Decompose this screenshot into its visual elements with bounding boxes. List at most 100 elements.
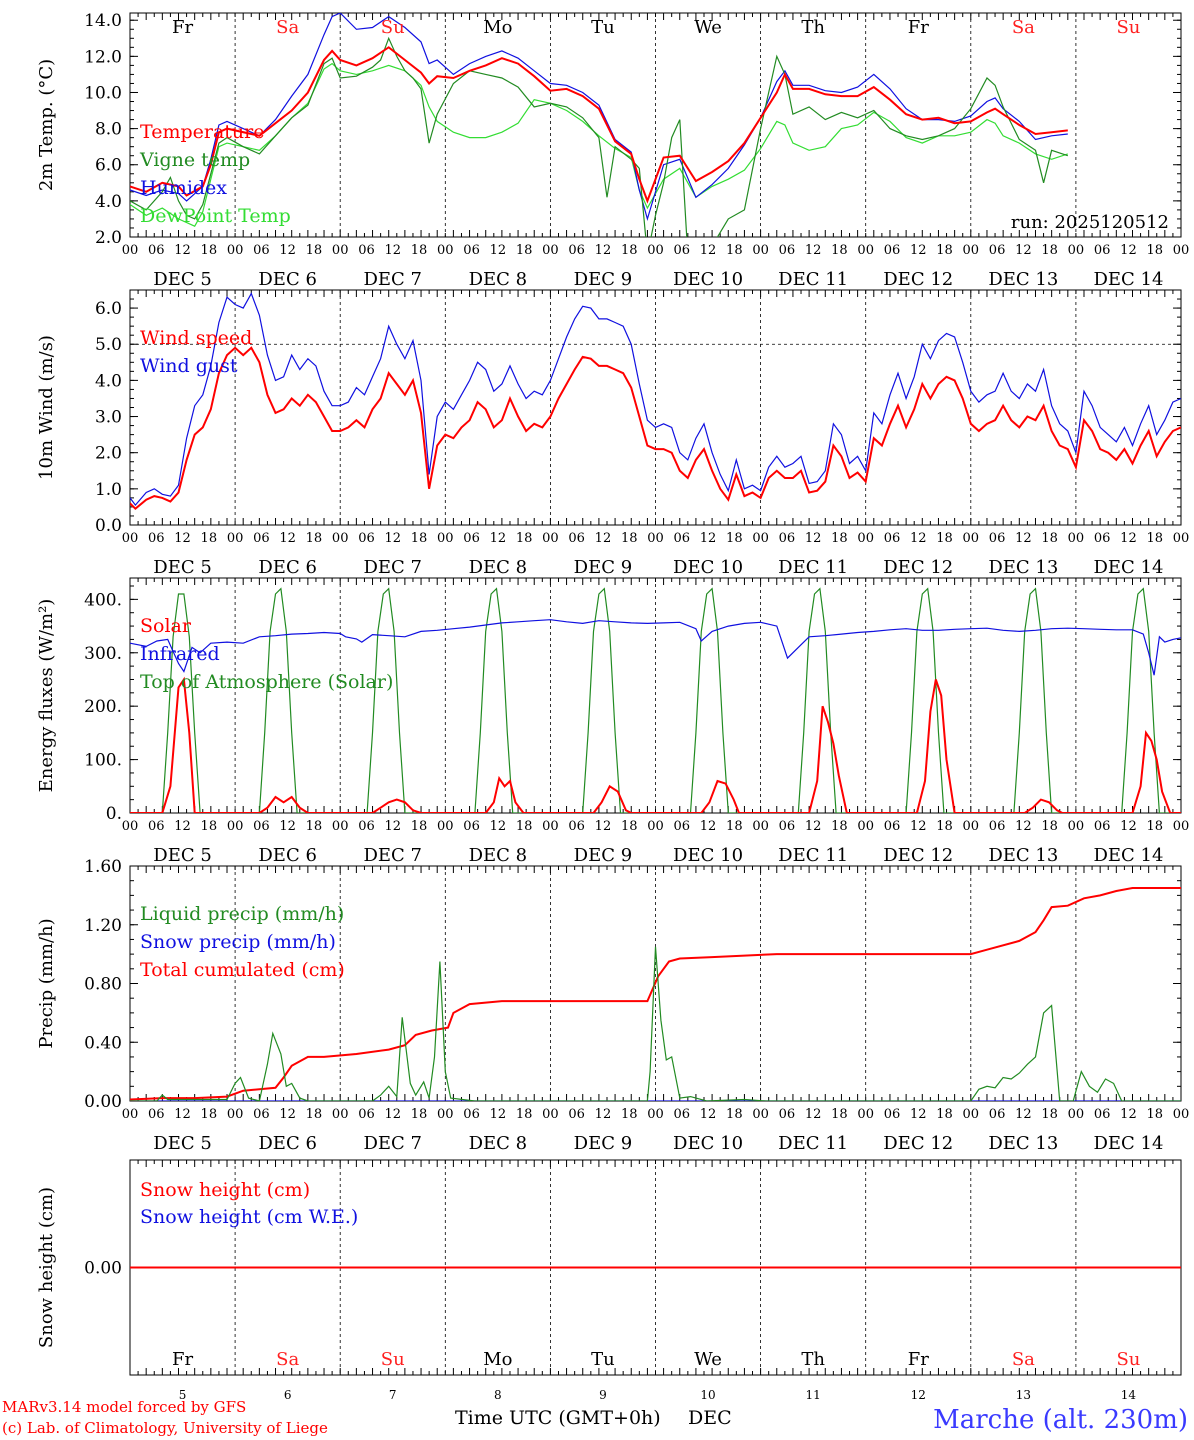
y-tick-label: 400. [84,590,122,610]
hour-label: 12 [490,531,507,546]
hour-label: 18 [936,1107,953,1122]
hour-label: 06 [884,819,901,834]
hour-label: 12 [174,1107,191,1122]
hour-label: 12 [1120,243,1137,258]
series-line-total-cumulated-cm- [130,887,1181,1101]
date-label: DEC 5 [153,845,212,866]
hour-label: 18 [726,819,743,834]
y-axis-label: 10m Wind (m/s) [36,335,57,480]
hour-label: 00 [647,243,664,258]
hour-label: 00 [437,243,454,258]
hour-label: 18 [1041,1107,1058,1122]
hour-label: 06 [568,819,585,834]
date-label: DEC 6 [258,1133,317,1154]
day-name: Tu [591,1349,615,1370]
date-label: DEC 5 [153,557,212,578]
date-label: DEC 11 [778,845,848,866]
day-name: Su [381,17,405,38]
hour-label: 12 [910,243,927,258]
hour-label: 18 [831,819,848,834]
date-number: 14 [1121,1388,1137,1402]
series-line-top-of-atmosphere-solar- [130,587,1181,813]
hour-label: 00 [752,1107,769,1122]
day-name: Sa [1012,17,1035,38]
day-name: Su [1116,17,1140,38]
day-name: We [694,17,722,38]
date-label: DEC 5 [153,1133,212,1154]
date-number: 9 [599,1388,607,1402]
date-label: DEC 14 [1093,1133,1163,1154]
date-label: DEC 9 [574,845,633,866]
hour-label: 00 [1068,819,1085,834]
hour-label: 00 [332,243,349,258]
hour-label: 00 [857,243,874,258]
hour-label: 06 [779,819,796,834]
hour-label: 00 [542,531,559,546]
series-line-temperature [130,46,1068,204]
hour-label: 06 [989,243,1006,258]
hour-label: 18 [621,1107,638,1122]
hour-label: 18 [726,1107,743,1122]
hour-label: 18 [201,1107,218,1122]
hour-label: 12 [700,1107,717,1122]
hour-label: 12 [1120,1107,1137,1122]
y-tick-label: 200. [84,697,122,717]
y-tick-label: 1.60 [84,857,122,877]
date-label: DEC 8 [469,557,528,578]
hour-label: 18 [621,243,638,258]
hour-label: 00 [122,531,139,546]
hour-label: 00 [857,819,874,834]
date-label: DEC 5 [153,269,212,290]
date-label: DEC 7 [363,557,422,578]
y-tick-label: 100. [84,751,122,771]
hour-label: 00 [647,1107,664,1122]
date-label: DEC 12 [883,845,953,866]
hour-label: 12 [279,531,296,546]
hour-label: 06 [674,531,691,546]
hour-label: 00 [227,243,244,258]
hour-label: 00 [122,243,139,258]
date-label: DEC 14 [1093,557,1163,578]
y-tick-label: 14.0 [84,11,122,31]
hour-label: 06 [148,819,165,834]
date-label: DEC 7 [363,845,422,866]
hour-label: 12 [384,243,401,258]
hour-label: 06 [884,1107,901,1122]
hour-label: 12 [490,819,507,834]
hour-label: 12 [490,243,507,258]
y-tick-label: 8.0 [95,120,122,140]
y-axis-label: 2m Temp. (°C) [36,59,57,191]
hour-label: 12 [1015,1107,1032,1122]
panel-1: 2.0 4.0 6.0 8.0 10.0 12.0 14.0 2m Temp. (°C) Tem… [36,11,1189,290]
hour-label: 00 [1173,531,1190,546]
y-tick-label: 0.00 [84,1092,122,1112]
series-line-vigne-temp [130,36,1068,237]
hour-label: 12 [805,1107,822,1122]
y-tick-label: 0. [106,804,122,824]
hour-label: 12 [805,243,822,258]
run-label: run: 2025120512 [1011,212,1169,233]
hour-label: 12 [279,243,296,258]
hour-label: 00 [437,531,454,546]
y-axis-label: Precip (mm/h) [36,918,57,1048]
series-line-wind-speed [130,346,1181,511]
legend-dewpoint-temp: DewPoint Temp [140,205,291,227]
hour-label: 00 [1173,243,1190,258]
legend-temperature: Temperature [140,121,264,143]
hour-label: 18 [726,243,743,258]
hour-label: 12 [805,819,822,834]
y-tick-label: 0.0 [95,516,122,536]
hour-label: 06 [989,1107,1006,1122]
hour-label: 06 [148,243,165,258]
hour-label: 18 [306,243,323,258]
hour-label: 18 [516,243,533,258]
hour-label: 06 [358,1107,375,1122]
series-line-infrared [130,619,1181,676]
hour-label: 18 [411,531,428,546]
date-label: DEC 6 [258,845,317,866]
hour-label: 00 [437,819,454,834]
hour-label: 18 [936,819,953,834]
date-number: 10 [700,1388,715,1402]
hour-label: 06 [1094,1107,1111,1122]
hour-label: 06 [358,243,375,258]
